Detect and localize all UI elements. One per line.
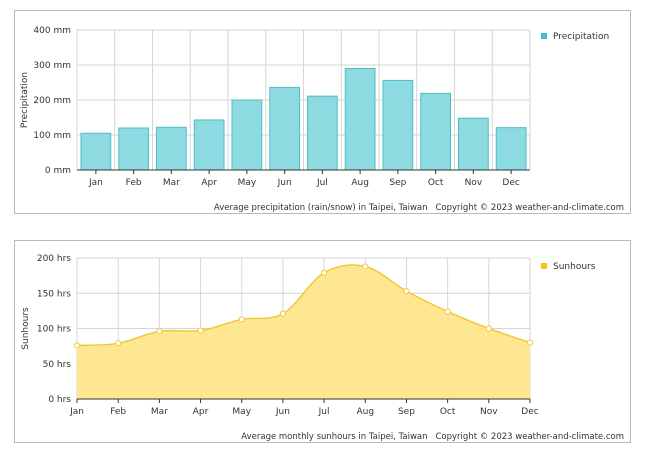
sunhours-point[interactable]: [156, 328, 163, 335]
precipitation-chart-panel: 0 mm 100 mm 200 mm 300 mm 400 mm Jan Feb Mar Ap…: [14, 10, 631, 214]
precipitation-chart: 0 mm 100 mm 200 mm 300 mm 400 mm Jan Feb Mar Ap…: [20, 26, 624, 213]
sunhours-x-tick-label: Mar: [151, 407, 168, 417]
precipitation-y-axis-title: Precipitation: [20, 72, 30, 128]
precipitation-x-tick-label: Sep: [389, 178, 406, 188]
sunhours-copyright: Copyright © 2023 weather-and-climate.com: [436, 432, 625, 442]
precipitation-x-tick-label: Feb: [126, 178, 142, 188]
precipitation-y-tick-label: 0 mm: [45, 166, 71, 176]
sunhours-legend-swatch: [541, 263, 547, 269]
sunhours-point[interactable]: [320, 269, 328, 276]
sunhours-y-tick-label: 0 hrs: [48, 395, 71, 405]
sunhours-x-tick-label: Feb: [110, 407, 126, 417]
precipitation-bar[interactable]: [269, 86, 300, 171]
precipitation-bar[interactable]: [344, 68, 376, 171]
precipitation-x-tick-label: Mar: [163, 178, 180, 188]
sunhours-x-tick-label: Dec: [521, 407, 538, 417]
sunhours-x-tick-label: Nov: [480, 407, 498, 417]
sunhours-line: [76, 264, 531, 347]
sunhours-point[interactable]: [485, 325, 492, 332]
precipitation-bar[interactable]: [80, 132, 112, 171]
precipitation-x-tick-label: Jul: [316, 178, 328, 188]
precipitation-caption-text: Average precipitation (rain/snow) in Tai…: [214, 203, 428, 213]
sunhours-x-tick-label: Oct: [440, 407, 456, 417]
sunhours-x-tick-label: May: [232, 407, 251, 417]
sunhours-y-axis-title: Sunhours: [21, 307, 31, 350]
sunhours-y-tick-label: 200 hrs: [37, 254, 71, 264]
precipitation-bar[interactable]: [118, 127, 149, 171]
precipitation-bar[interactable]: [307, 95, 338, 171]
precipitation-x-tick-label: Oct: [428, 178, 444, 188]
sunhours-y-tick-label: 50 hrs: [43, 360, 72, 370]
sunhours-chart-panel: 0 hrs 50 hrs 100 hrs 150 hrs 200 hrs Jan Feb M…: [14, 240, 631, 443]
precipitation-x-tick-label: Jan: [88, 178, 103, 188]
precipitation-bar[interactable]: [193, 119, 225, 171]
sunhours-caption-text: Average monthly sunhours in Taipei, Taiw…: [241, 432, 427, 442]
sunhours-x-tick-label: Jan: [69, 407, 84, 417]
sunhours-legend-label[interactable]: Sunhours: [553, 262, 596, 272]
sunhours-point[interactable]: [279, 310, 287, 317]
precipitation-y-tick-label: 100 mm: [33, 131, 71, 141]
precipitation-x-tick-label: May: [238, 178, 257, 188]
precipitation-bar[interactable]: [458, 117, 489, 171]
precipitation-bar[interactable]: [156, 126, 187, 171]
precipitation-caption: Average precipitation (rain/snow) in Tai…: [214, 203, 624, 213]
sunhours-point[interactable]: [526, 339, 534, 346]
sunhours-y-tick-label: 150 hrs: [37, 289, 71, 299]
precipitation-copyright: Copyright © 2023 weather-and-climate.com: [436, 203, 625, 213]
sunhours-x-tick-label: Jul: [318, 407, 330, 417]
precipitation-bar[interactable]: [382, 79, 414, 171]
sunhours-x-tick-label: Apr: [193, 407, 209, 417]
precipitation-y-tick-label: 300 mm: [33, 61, 71, 71]
precipitation-bar[interactable]: [495, 127, 527, 171]
precipitation-x-tick-label: Aug: [351, 178, 369, 188]
sunhours-caption: Average monthly sunhours in Taipei, Taiw…: [241, 432, 624, 442]
precipitation-legend-label[interactable]: Precipitation: [553, 32, 609, 42]
sunhours-x-tick-label: Aug: [356, 407, 374, 417]
precipitation-x-tick-label: Apr: [201, 178, 217, 188]
precipitation-legend-swatch: [541, 33, 547, 39]
sunhours-chart: 0 hrs 50 hrs 100 hrs 150 hrs 200 hrs Jan Feb M…: [21, 254, 624, 442]
precipitation-x-tick-label: Nov: [465, 178, 483, 188]
sunhours-point[interactable]: [444, 308, 451, 315]
precipitation-x-tick-label: Dec: [502, 178, 519, 188]
sunhours-area: [77, 264, 530, 399]
sunhours-point[interactable]: [115, 340, 122, 347]
precipitation-y-tick-label: 200 mm: [33, 96, 71, 106]
precipitation-bar[interactable]: [420, 92, 451, 171]
sunhours-point[interactable]: [73, 342, 81, 349]
sunhours-point[interactable]: [197, 327, 204, 334]
sunhours-x-tick-label: Jun: [275, 407, 290, 417]
sunhours-point[interactable]: [238, 316, 245, 323]
precipitation-x-tick-label: Jun: [277, 178, 292, 188]
sunhours-y-tick-label: 100 hrs: [37, 325, 71, 335]
sunhours-point[interactable]: [362, 263, 369, 270]
sunhours-point[interactable]: [403, 288, 410, 295]
precipitation-y-tick-label: 400 mm: [33, 26, 71, 36]
precipitation-bar[interactable]: [231, 99, 263, 171]
sunhours-x-tick-label: Sep: [398, 407, 415, 417]
